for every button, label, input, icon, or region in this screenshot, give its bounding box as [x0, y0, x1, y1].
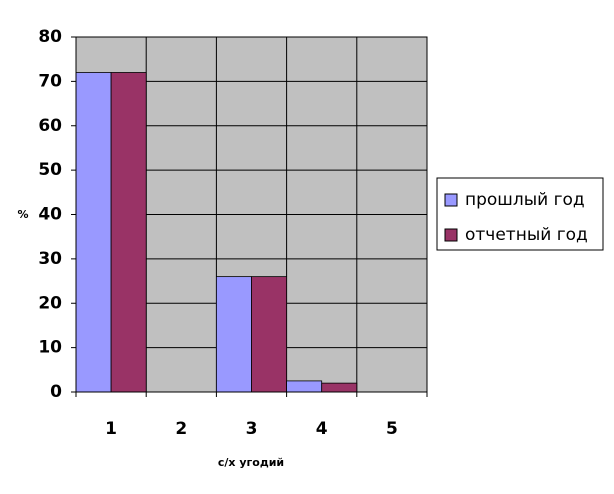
- y-tick-label: 60: [38, 116, 62, 136]
- y-tick-label: 10: [38, 338, 62, 358]
- legend-swatch: [444, 193, 458, 207]
- bar: [286, 380, 323, 393]
- x-tick-label: 4: [316, 419, 328, 439]
- bar: [251, 276, 287, 393]
- x-tick-label: 5: [386, 419, 398, 439]
- legend-label: отчетный год: [465, 225, 588, 245]
- y-tick-label: 50: [38, 160, 62, 180]
- y-tick-label: 40: [38, 205, 62, 225]
- bar: [75, 72, 112, 393]
- bar: [321, 382, 358, 393]
- plot-border: [75, 36, 428, 393]
- bar: [215, 276, 252, 393]
- x-tick-label: 2: [175, 419, 187, 439]
- legend-swatch: [444, 228, 458, 242]
- bar: [110, 72, 147, 393]
- x-tick-label: 1: [105, 419, 117, 439]
- y-tick-label: 70: [38, 71, 62, 91]
- y-tick-label: 30: [38, 249, 62, 269]
- y-tick-label: 0: [50, 382, 62, 402]
- x-tick-label: 3: [246, 419, 258, 439]
- legend-box: [436, 177, 604, 251]
- y-tick-label: 20: [38, 293, 62, 313]
- y-tick-label: 80: [38, 27, 62, 47]
- x-axis-title: с/х угодий: [218, 456, 284, 469]
- legend-label: прошлый год: [465, 190, 585, 210]
- y-axis-title: %: [17, 208, 28, 221]
